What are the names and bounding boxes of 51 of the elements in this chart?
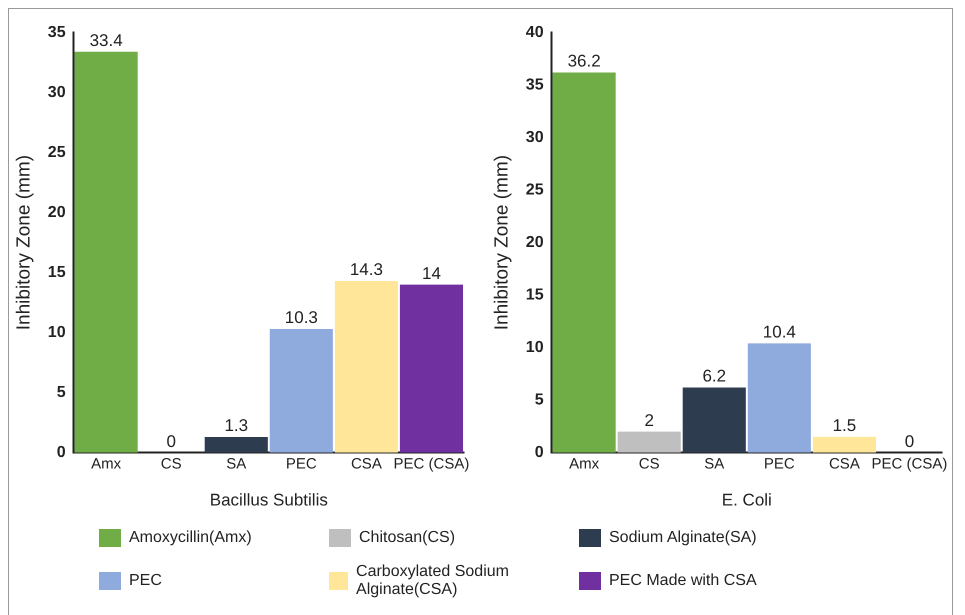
data-label: 1.3 (224, 416, 248, 436)
y-axis-title: Inhibitory Zone (mm) (14, 154, 35, 330)
x-tick-label: Amx (91, 456, 122, 473)
x-tick-label: SA (226, 456, 246, 473)
y-tick-label: 40 (526, 24, 544, 42)
data-label: 14.3 (350, 260, 383, 280)
x-tick-label: PEC (CSA) (394, 456, 470, 473)
y-tick-label: 5 (56, 384, 66, 402)
data-label: 0 (904, 432, 914, 451)
y-tick-label: 10 (526, 339, 544, 356)
legend-label: PEC Made with CSA (609, 572, 757, 590)
y-tick-label: 15 (526, 286, 544, 304)
y-tick-label: 15 (48, 264, 66, 282)
legend-label: Amoxycillin(Amx) (129, 529, 252, 547)
legend-label: Chitosan(CS) (359, 529, 456, 547)
x-tick-label: PEC (286, 456, 317, 473)
x-tick-label: CS (638, 456, 660, 473)
data-label: 33.4 (90, 30, 123, 50)
y-tick-label: 0 (56, 444, 66, 462)
legend-label: Carboxylated Sodium Alginate(CSA) (356, 563, 510, 599)
y-tick-label: 10 (48, 324, 66, 342)
data-label: 2 (644, 410, 654, 430)
data-label: 14 (422, 264, 441, 283)
y-tick-label: 20 (526, 234, 544, 252)
data-label: 10.4 (762, 322, 796, 342)
y-tick-label: 30 (48, 84, 66, 102)
y-tick-label: 0 (534, 444, 544, 462)
x-tick-label: PEC (CSA) (872, 456, 948, 473)
data-label: 36.2 (568, 52, 601, 71)
y-tick-label: 30 (526, 129, 544, 146)
y-tick-label: 25 (48, 144, 66, 162)
x-tick-label: CSA (828, 456, 860, 473)
x-tick-label: CSA (350, 456, 382, 473)
data-label: 10.3 (284, 308, 318, 328)
data-label: 0 (166, 432, 176, 451)
legend-label: PEC (129, 572, 162, 590)
x-axis-title: E. Coli (722, 490, 772, 510)
data-label: 6.2 (702, 366, 726, 386)
x-axis-title: Bacillus Subtilis (210, 490, 328, 510)
x-tick-label: SA (704, 456, 724, 473)
y-tick-label: 5 (534, 392, 544, 409)
x-tick-label: CS (160, 456, 182, 473)
legend-label: Sodium Alginate(SA) (609, 529, 757, 547)
y-tick-label: 35 (48, 24, 66, 42)
x-tick-label: PEC (764, 456, 795, 473)
y-axis-title: Inhibitory Zone (mm) (492, 154, 513, 330)
y-tick-label: 35 (526, 76, 544, 94)
data-label: 1.5 (832, 416, 856, 436)
y-tick-label: 20 (48, 204, 66, 222)
y-tick-label: 25 (526, 182, 544, 199)
x-tick-label: Amx (569, 456, 600, 473)
